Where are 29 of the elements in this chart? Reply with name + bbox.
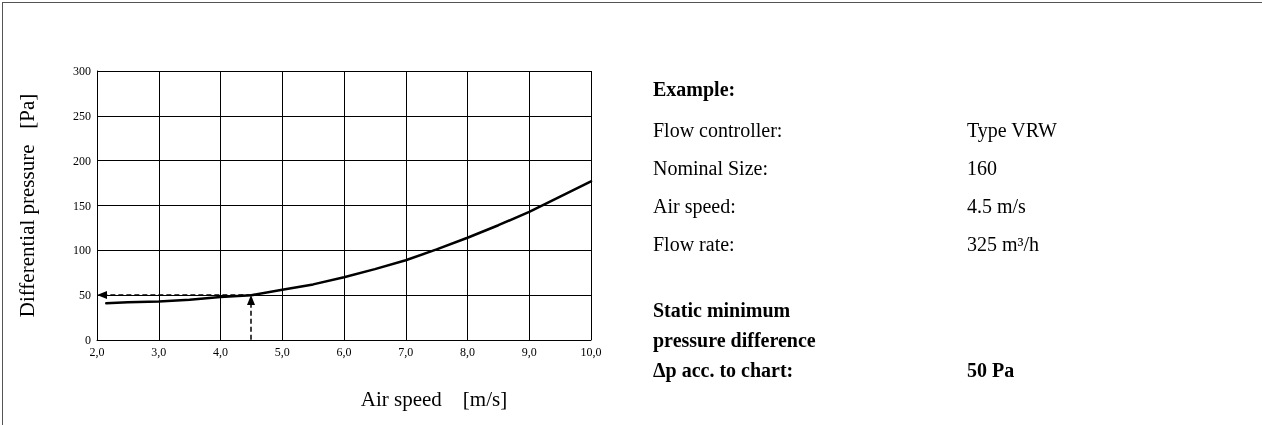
x-tick-label: 5,0 — [274, 345, 290, 359]
x-tick-label: 7,0 — [398, 345, 414, 359]
text: Flow rate: — [653, 232, 736, 256]
x-axis-title: Air speed [m/s] — [360, 386, 508, 411]
x-tick-label: 6,0 — [336, 345, 352, 359]
y-tick-label: 50 — [79, 288, 91, 303]
y-tick-label: 150 — [73, 198, 91, 213]
y-tick-label: 100 — [73, 243, 91, 258]
text: 160 — [967, 156, 997, 180]
x-tick-label: 2,0 — [89, 345, 105, 359]
x-tick-label: 10,0 — [580, 345, 602, 359]
y-tick-label: 200 — [73, 153, 91, 168]
text: Type VRW — [967, 118, 1057, 142]
text: Flow controller: — [653, 118, 784, 142]
y-tick-label: 300 — [73, 64, 91, 78]
text: Example: — [653, 78, 737, 101]
y-tick-label: 250 — [73, 108, 91, 123]
x-tick-label: 8,0 — [460, 345, 475, 359]
y-axis-title: Differential pressure [Pa] — [14, 93, 39, 318]
text: Air speed: — [653, 194, 737, 218]
text: Nominal Size: — [653, 156, 769, 180]
text: Static minimum pressure difference Δp acc. to chart: — [653, 298, 817, 384]
text: 325 m³/h — [967, 232, 1040, 256]
text: 4.5 m/s — [967, 194, 1026, 218]
text: 50 Pa — [967, 358, 1015, 383]
y-tick-label: 0 — [85, 333, 91, 347]
x-tick-label: 4,0 — [213, 345, 228, 359]
x-tick-label: 3,0 — [151, 345, 167, 359]
x-tick-label: 9,0 — [521, 345, 537, 359]
